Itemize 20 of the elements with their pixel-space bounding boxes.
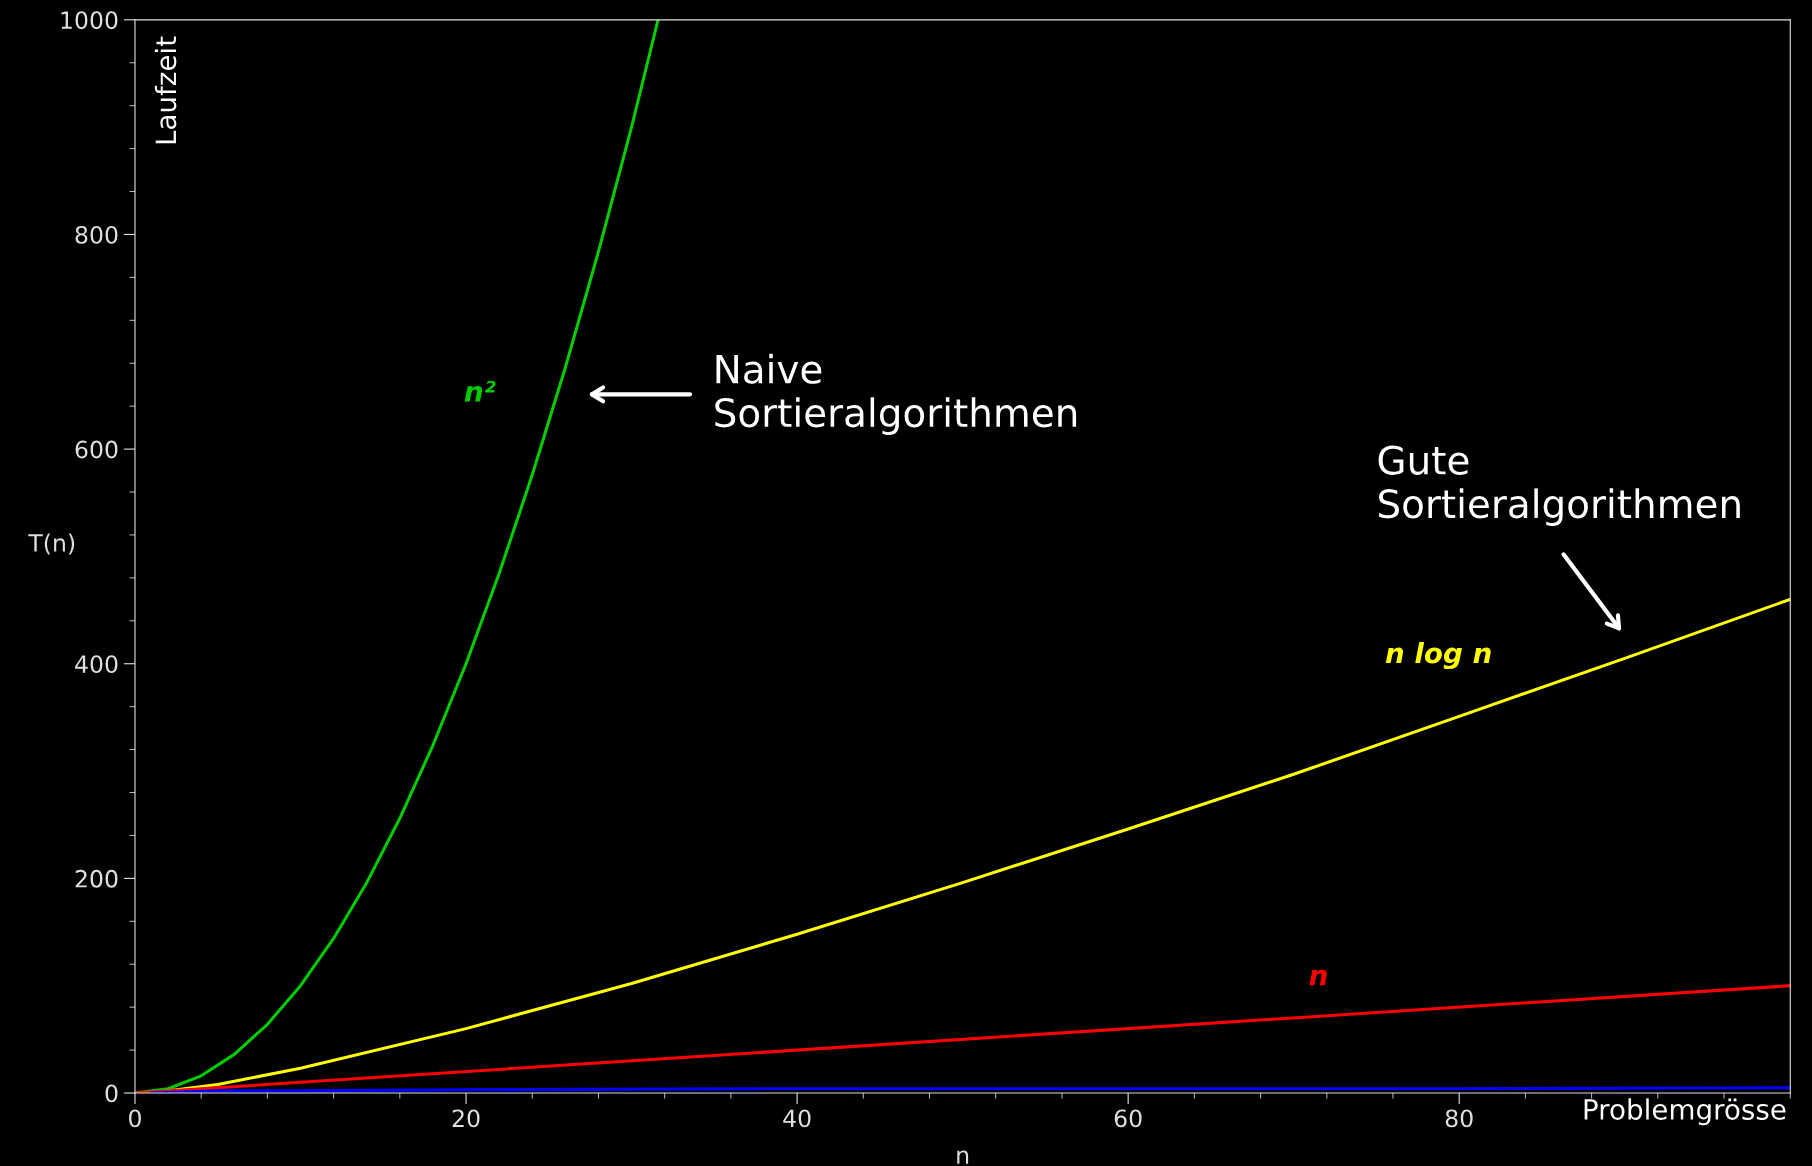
x-tick-label: 80 [1445, 1109, 1473, 1128]
y-tick-label: 1000 [61, 11, 118, 30]
y-tick-label: 0 [105, 1084, 118, 1103]
y-axis-title: T(n) [28, 533, 75, 555]
annotation: Naive Sortieralgorithmen [715, 353, 1077, 435]
x-axis-title: n [957, 1150, 969, 1164]
x-tick-label: 40 [783, 1109, 811, 1128]
x-tick-label: 0 [129, 1109, 141, 1128]
y-tick-label: 400 [75, 655, 118, 674]
x-tick-label: 20 [452, 1109, 480, 1128]
text: Problemgrösse [1584, 1098, 1786, 1126]
series-label: n [1309, 969, 1327, 986]
y-tick-label: 200 [75, 869, 118, 888]
annotation: Laufzeit [154, 36, 177, 144]
series-label: n log n [1385, 642, 1491, 670]
x-tick-label: 60 [1114, 1109, 1142, 1128]
y-tick-label: 600 [75, 440, 118, 459]
annotation: Gute Sortieralgorithmen [1378, 445, 1740, 526]
text: n² [464, 380, 496, 402]
y-tick-label: 800 [75, 225, 118, 244]
